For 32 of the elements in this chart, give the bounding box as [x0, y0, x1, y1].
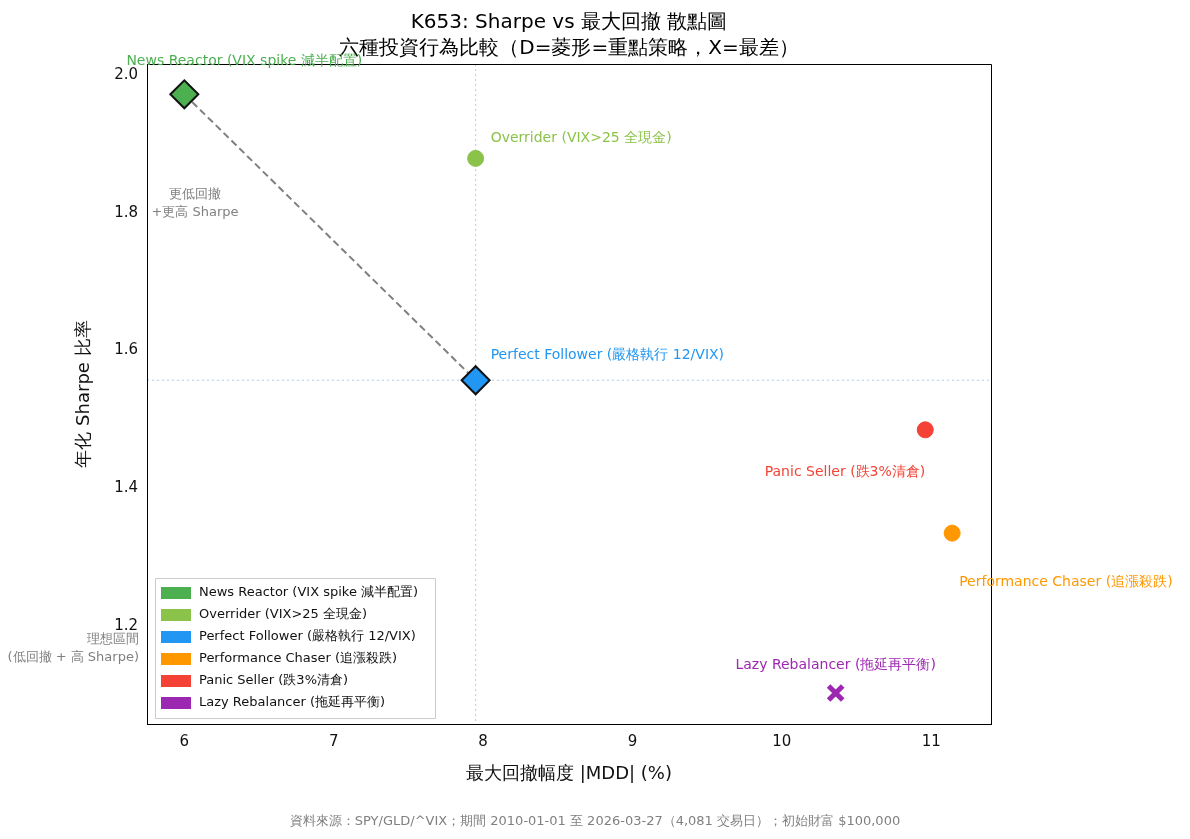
- x-tick-label: 10: [772, 731, 792, 750]
- legend-label: News Reactor (VIX spike 減半配置): [199, 584, 419, 600]
- point: [169, 79, 200, 110]
- y-tick-label: 1.4: [114, 478, 138, 497]
- legend-label: Perfect Follower (嚴格執行 12/VIX): [199, 628, 416, 644]
- annotation: Panic Seller (跌3%清倉): [764, 463, 926, 480]
- source-note: 資料來源：SPY/GLD/^VIX；期間 2010-01-01 至 2026-03-27（4,081 交易日）；初始財富 $100,000: [289, 813, 901, 829]
- point: [460, 365, 491, 396]
- point: [467, 149, 485, 167]
- point: [943, 524, 961, 542]
- x-tick-label: 7: [328, 731, 339, 750]
- y-axis-title: 年化 Sharpe 比率: [72, 320, 94, 468]
- legend-label: Panic Seller (跌3%清倉): [199, 672, 349, 688]
- x-tick-label: 11: [921, 731, 941, 750]
- legend-label: Overrider (VIX>25 全現金): [199, 606, 368, 622]
- annotation: Lazy Rebalancer (拖延再平衡): [735, 655, 936, 672]
- y-tick-label: 2.0: [114, 64, 138, 83]
- annotation: Overrider (VIX>25 全現金): [490, 129, 672, 146]
- y-tick-label: 1.8: [114, 202, 138, 221]
- point: [826, 683, 846, 703]
- x-axis-title: 最大回撤幅度 |MDD| (%): [466, 761, 672, 783]
- annotation: Perfect Follower (嚴格執行 12/VIX): [490, 345, 725, 362]
- annotation: 更低回撤 +更高 Sharpe: [151, 186, 239, 220]
- text: 理想區間 (低回撤 + 高 Sharpe): [7, 631, 139, 665]
- x-tick-label: 9: [627, 731, 638, 750]
- x-tick-label: 6: [179, 731, 190, 750]
- legend-label: Lazy Rebalancer (拖延再平衡): [199, 694, 386, 710]
- y-tick-label: 1.6: [114, 340, 138, 359]
- point: [916, 421, 934, 439]
- legend-label: Performance Chaser (追漲殺跌): [199, 650, 398, 666]
- x-tick-label: 8: [478, 731, 488, 750]
- chart-title: K653: Sharpe vs 最大回撤 散點圖: [410, 9, 728, 33]
